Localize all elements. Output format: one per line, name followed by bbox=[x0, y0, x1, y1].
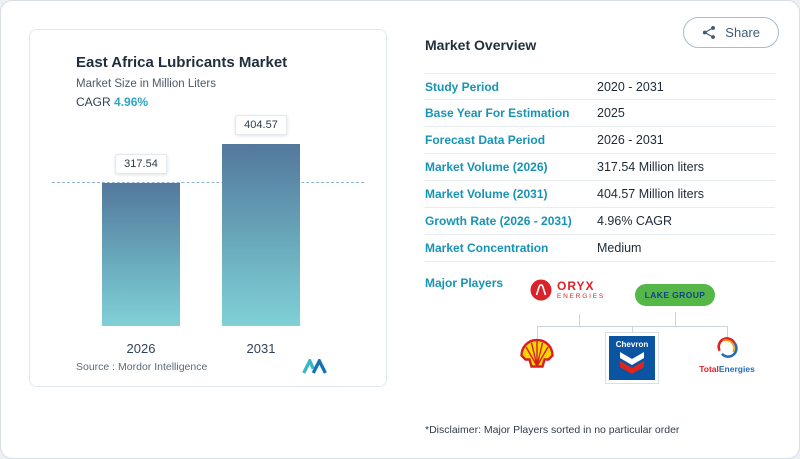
bar-2026-value-label: 317.54 bbox=[115, 154, 167, 174]
market-overview-panel: Market Overview Study Period 2020 - 2031… bbox=[425, 37, 775, 436]
share-icon bbox=[703, 26, 716, 39]
row-label: Study Period bbox=[425, 79, 500, 94]
bar-2031-value-label: 404.57 bbox=[235, 115, 287, 135]
bar-chart: 317.54 2026 404.57 2031 bbox=[52, 115, 364, 356]
chart-card: East Africa Lubricants Market Market Siz… bbox=[29, 29, 387, 387]
overview-row-concentration: Market Concentration Medium bbox=[425, 235, 775, 262]
disclaimer: *Disclaimer: Major Players sorted in no … bbox=[425, 424, 680, 436]
row-value: 2020 - 2031 bbox=[597, 79, 664, 94]
row-label: Market Volume (2026) bbox=[425, 160, 548, 174]
overview-row-volume-2026: Market Volume (2026) 317.54 Million lite… bbox=[425, 154, 775, 181]
reference-line bbox=[52, 182, 364, 183]
totalenergies-logo: TotalEnergies bbox=[693, 336, 761, 374]
major-players-diagram: ORYX ENERGIES LAKE GROUP Chevron bbox=[517, 278, 757, 414]
overview-row-growth-rate: Growth Rate (2026 - 2031) 4.96% CAGR bbox=[425, 208, 775, 235]
lake-group-logo: LAKE GROUP bbox=[635, 284, 715, 306]
chart-title: East Africa Lubricants Market bbox=[76, 54, 288, 71]
bar-2026 bbox=[102, 183, 180, 326]
mordor-intelligence-logo-icon bbox=[302, 359, 327, 374]
bar-group-2026: 317.54 2026 bbox=[102, 140, 180, 356]
overview-row-forecast-period: Forecast Data Period 2026 - 2031 bbox=[425, 127, 775, 154]
overview-title: Market Overview bbox=[425, 37, 537, 53]
row-value: 2026 - 2031 bbox=[597, 133, 664, 147]
connector-line bbox=[632, 326, 633, 334]
row-value: 317.54 Million liters bbox=[597, 160, 704, 174]
bar-2031 bbox=[222, 144, 300, 326]
share-button[interactable]: Share bbox=[683, 17, 779, 48]
oryx-line2: ENERGIES bbox=[557, 292, 605, 300]
connector-line bbox=[579, 314, 580, 326]
row-value: 404.57 Million liters bbox=[597, 187, 704, 201]
source-row: Source : Mordor Intelligence bbox=[76, 359, 328, 374]
oryx-line1: ORYX bbox=[557, 278, 595, 293]
lake-group-wordmark: LAKE GROUP bbox=[644, 290, 706, 300]
totalenergies-mark-icon bbox=[717, 337, 738, 358]
chevron-wordmark: Chevron bbox=[615, 340, 649, 349]
shell-logo-icon bbox=[520, 338, 554, 368]
row-label: Base Year For Estimation bbox=[425, 106, 570, 120]
major-players-label: Major Players bbox=[425, 276, 504, 290]
row-value: Medium bbox=[597, 241, 642, 255]
oryx-energies-logo: ORYX ENERGIES bbox=[529, 278, 605, 302]
chart-cagr: CAGR 4.96% bbox=[30, 90, 386, 109]
overview-row-base-year: Base Year For Estimation 2025 bbox=[425, 100, 775, 127]
share-label: Share bbox=[725, 25, 760, 40]
chevron-logo: Chevron bbox=[605, 332, 659, 384]
major-players-section: Major Players ORYX ENERGIES bbox=[425, 272, 775, 418]
connector-line bbox=[727, 326, 728, 338]
row-value: 2025 bbox=[597, 106, 625, 120]
row-label: Forecast Data Period bbox=[425, 133, 546, 147]
source-label: Source : bbox=[76, 360, 116, 373]
totalenergies-wordmark: TotalEnergies bbox=[693, 365, 761, 374]
overview-row-study-period: Study Period 2020 - 2031 bbox=[425, 73, 775, 100]
chevron-mark-icon bbox=[620, 352, 644, 374]
row-label: Market Concentration bbox=[425, 241, 549, 255]
chevron-card: Chevron bbox=[609, 336, 655, 380]
x-tick-2031: 2031 bbox=[246, 341, 276, 356]
oryx-mark-icon bbox=[530, 279, 552, 301]
bar-group-2031: 404.57 2031 bbox=[222, 115, 300, 356]
connector-line bbox=[675, 312, 676, 326]
total-part1: Total bbox=[699, 364, 719, 374]
row-label: Market Volume (2031) bbox=[425, 187, 548, 201]
connector-line bbox=[537, 326, 538, 338]
row-value: 4.96% CAGR bbox=[597, 214, 673, 228]
cagr-value: 4.96% bbox=[114, 95, 149, 109]
overview-row-volume-2031: Market Volume (2031) 404.57 Million lite… bbox=[425, 181, 775, 208]
x-tick-2026: 2026 bbox=[126, 341, 156, 356]
oryx-wordmark: ORYX ENERGIES bbox=[557, 280, 605, 301]
source-brand: Mordor Intelligence bbox=[118, 360, 208, 373]
chart-subtitle: Market Size in Million Liters bbox=[76, 78, 216, 90]
total-part2: Energies bbox=[718, 364, 755, 374]
row-label: Growth Rate (2026 - 2031) bbox=[425, 214, 572, 228]
source-text: Source : Mordor Intelligence bbox=[76, 361, 207, 373]
cagr-label: CAGR bbox=[76, 95, 111, 109]
